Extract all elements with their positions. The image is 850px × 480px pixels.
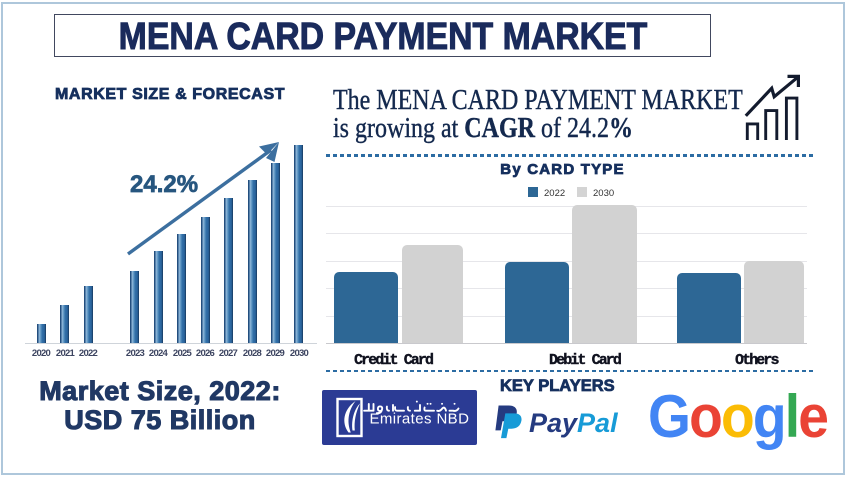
svg-text:Emirates NBD: Emirates NBD bbox=[370, 411, 470, 428]
